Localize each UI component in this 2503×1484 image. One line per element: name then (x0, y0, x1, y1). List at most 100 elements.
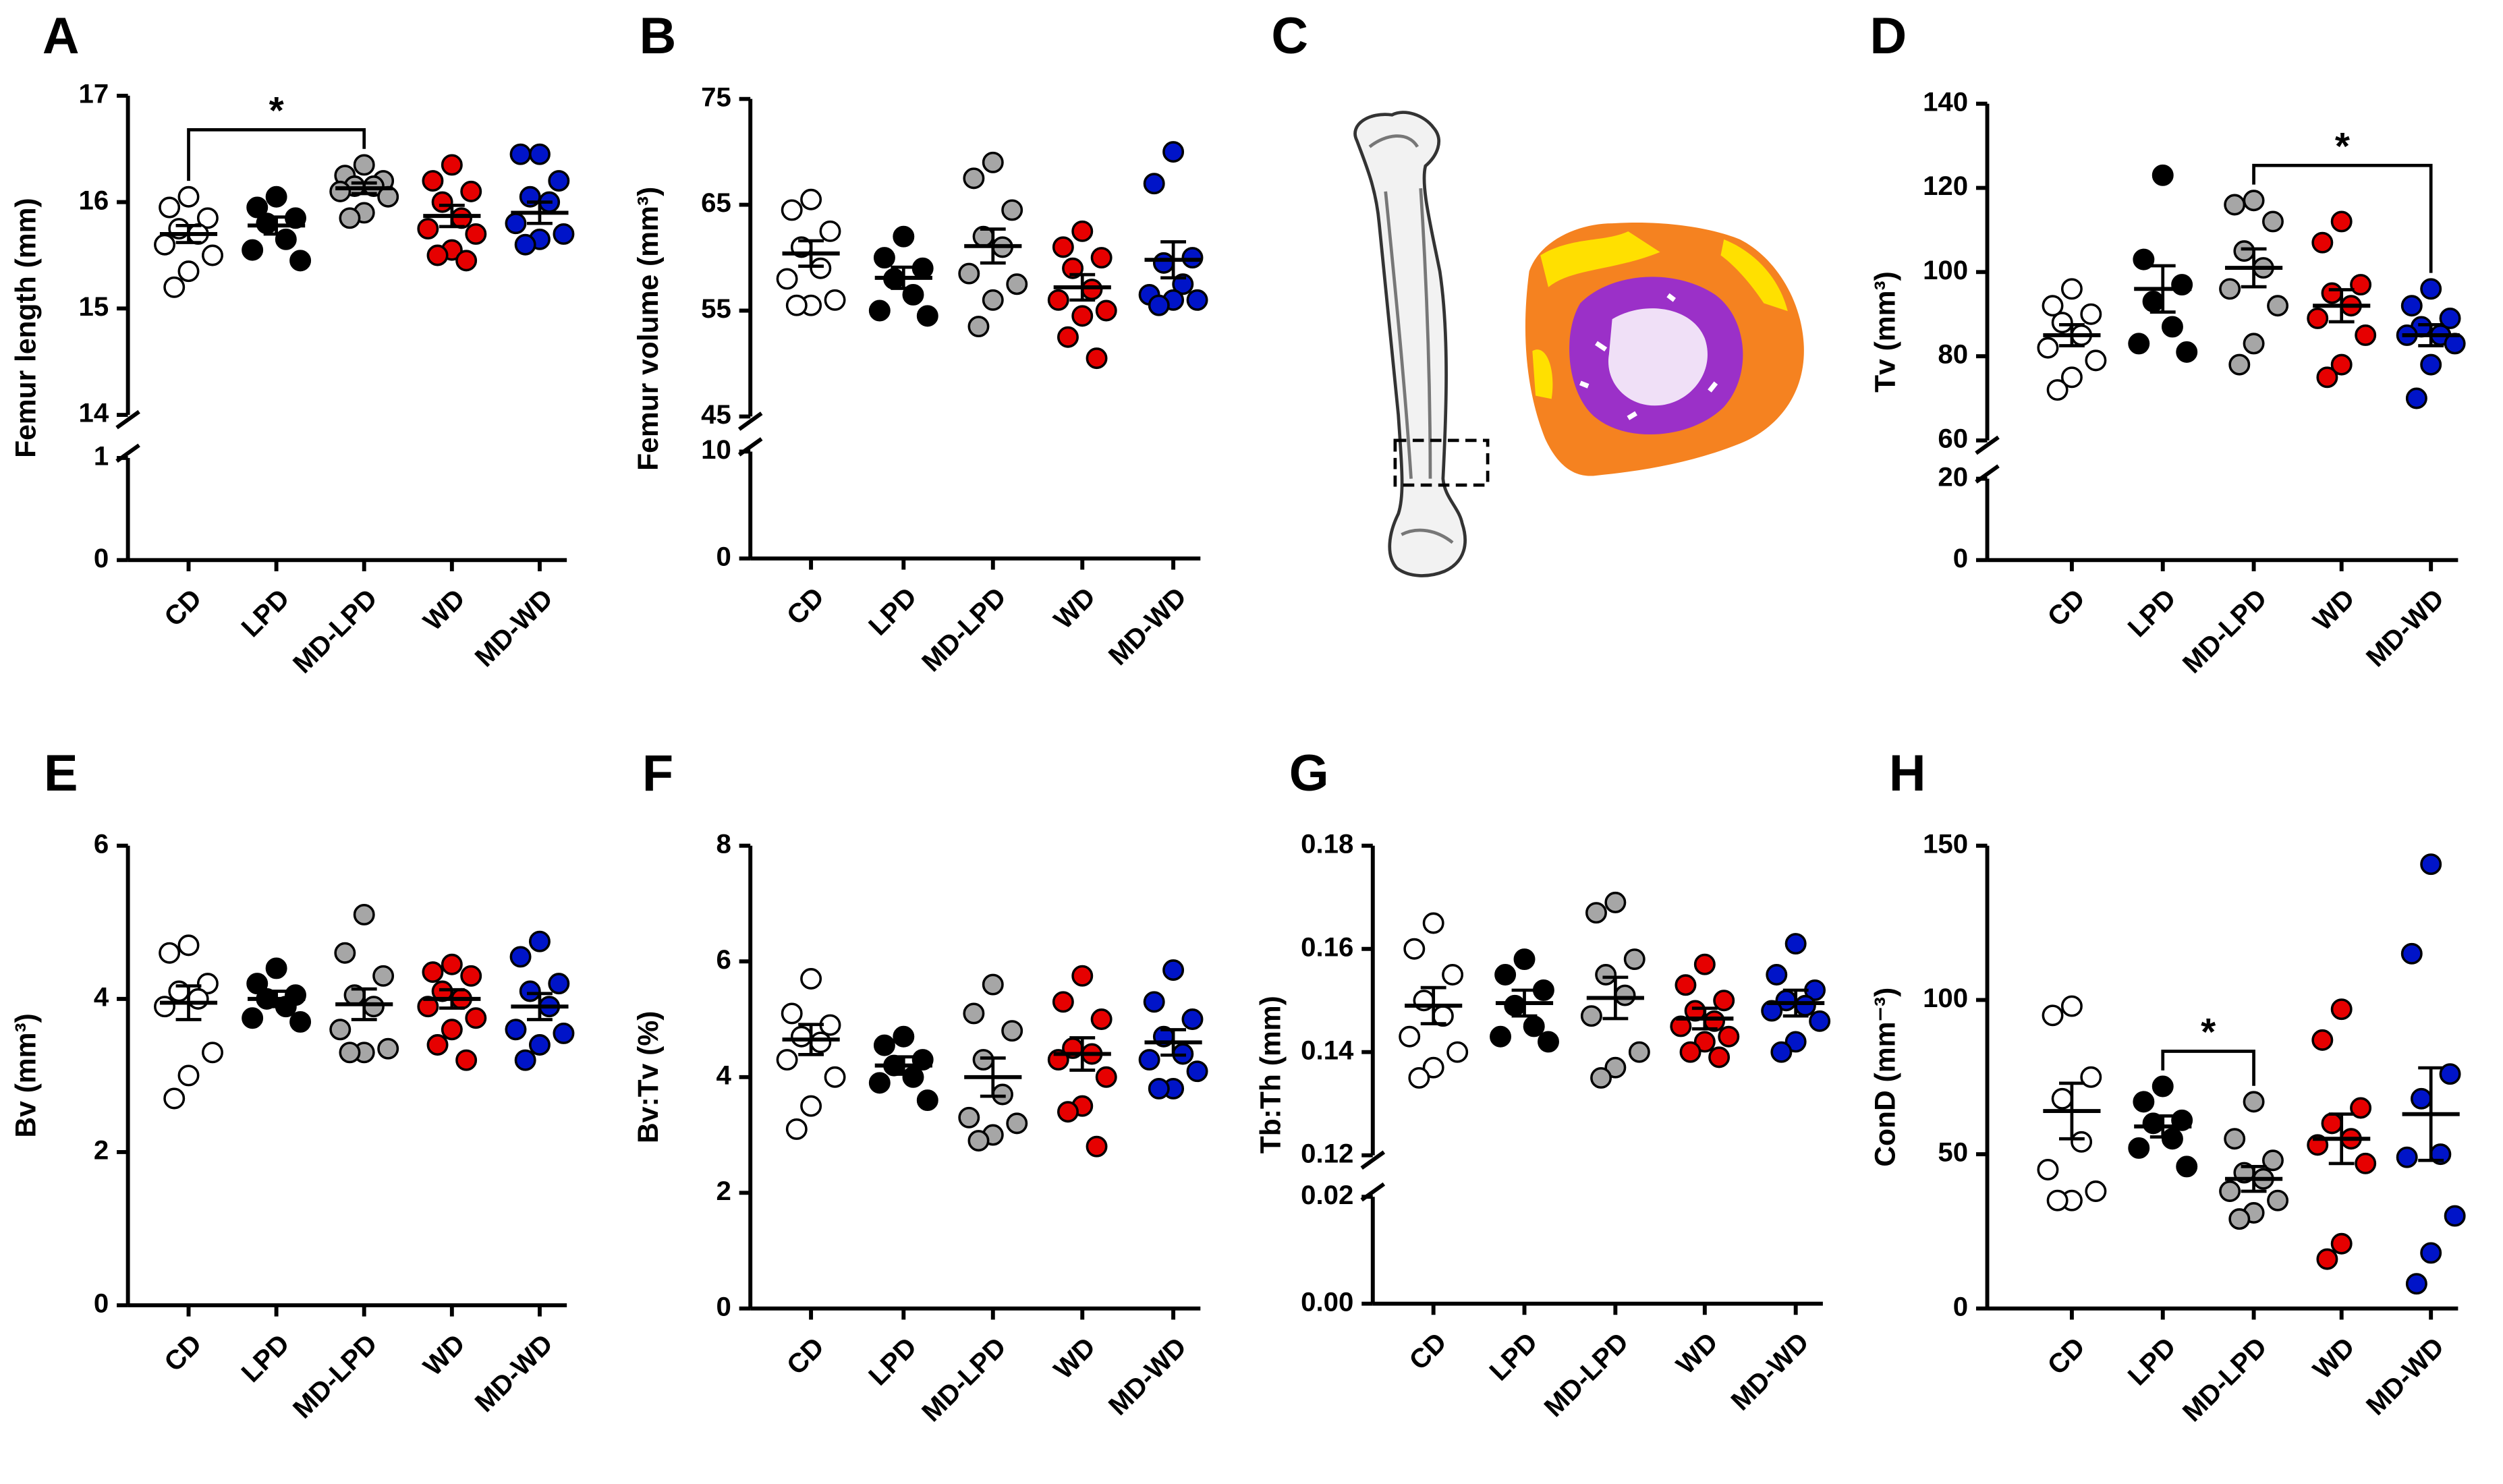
data-point (873, 247, 895, 269)
data-point (958, 1106, 980, 1129)
y-tick-label: 2 (94, 1135, 109, 1166)
data-point (1713, 990, 1735, 1012)
y-axis-label: Bv:Tv (%) (632, 1011, 665, 1143)
data-point (509, 143, 532, 165)
data-point (2316, 366, 2338, 389)
data-point (2350, 274, 2372, 296)
data-point (992, 1083, 1013, 1106)
data-point (2171, 274, 2193, 296)
data-point (2405, 1273, 2427, 1295)
data-point (2085, 1180, 2107, 1202)
data-point (196, 207, 219, 229)
data-point (2267, 295, 2289, 317)
x-tick-label: MD-LPD (287, 583, 383, 679)
y-tick-label: 0.00 (1301, 1286, 1353, 1317)
significance-label: * (2201, 1011, 2216, 1054)
data-point (2420, 1242, 2442, 1264)
data-point (2060, 278, 2083, 300)
panel-letter: B (640, 7, 677, 65)
data-point (1708, 1046, 1731, 1068)
y-tick-label: 8 (716, 828, 731, 859)
data-point (2224, 194, 2246, 216)
data-point (1057, 1101, 1079, 1123)
data-point (431, 191, 453, 213)
x-tick-label: WD (1048, 581, 1101, 635)
y-tick-label: 6 (716, 944, 731, 975)
data-point (1693, 1031, 1716, 1053)
data-point (422, 961, 444, 983)
y-tick-label: 0.02 (1301, 1180, 1353, 1210)
significance-bracket (187, 128, 366, 181)
data-point (2307, 307, 2329, 329)
data-point (1095, 1066, 1117, 1088)
y-tick-label: 0.18 (1301, 828, 1353, 859)
data-point (509, 946, 532, 968)
y-axis-label: Bv (mm³) (9, 1013, 42, 1138)
y-tick-label: 14 (79, 398, 109, 428)
data-point (2037, 1159, 2059, 1180)
y-tick-label: 10 (701, 434, 731, 465)
data-point (177, 260, 200, 283)
data-point (377, 1037, 399, 1060)
data-point (982, 289, 1004, 311)
data-point (2396, 1146, 2418, 1168)
data-point (2420, 353, 2442, 376)
data-point (2161, 1128, 2183, 1150)
data-point (868, 299, 891, 322)
data-point (1001, 1020, 1023, 1042)
data-point (2330, 998, 2353, 1021)
y-tick-label: 17 (79, 79, 109, 109)
data-point (963, 1002, 985, 1025)
data-point (1152, 252, 1175, 274)
y-tick-label: 120 (1923, 171, 1968, 201)
data-point (2152, 1075, 2174, 1097)
y-tick-label: 4 (94, 981, 109, 1012)
significance-bracket (2252, 163, 2433, 273)
data-point (2355, 1152, 2377, 1174)
data-point (2133, 1091, 2155, 1113)
data-point (2046, 379, 2069, 401)
x-tick-label: MD-WD (1102, 1332, 1192, 1421)
data-point (1538, 1031, 1559, 1053)
data-point (441, 953, 463, 975)
data-point (1071, 220, 1094, 242)
data-point (2051, 1087, 2073, 1110)
data-point (154, 996, 175, 1018)
y-tick-label: 65 (701, 188, 731, 218)
data-point (2071, 1131, 2093, 1153)
data-point (1513, 948, 1536, 971)
data-point (781, 1002, 803, 1025)
data-point (893, 225, 915, 248)
x-tick-label: WD (1048, 1332, 1101, 1385)
data-point (2330, 353, 2353, 376)
data-point (2080, 303, 2102, 325)
y-tick-label: 75 (701, 82, 731, 112)
data-point (2243, 1091, 2265, 1113)
y-tick-label: 0 (716, 1291, 731, 1321)
data-point (2243, 333, 2265, 355)
data-point (1138, 1049, 1160, 1071)
data-point (163, 1087, 186, 1110)
data-point (1090, 1008, 1113, 1030)
data-point (353, 903, 375, 925)
data-point (873, 1034, 895, 1056)
data-point (2219, 1180, 2241, 1202)
y-tick-label: 0 (1953, 1291, 1968, 1321)
data-point (1071, 965, 1094, 987)
data-point (289, 1010, 312, 1033)
y-tick-label: 4 (716, 1060, 731, 1090)
data-point (242, 1007, 264, 1029)
data-point (2228, 353, 2251, 376)
data-point (202, 1041, 223, 1064)
y-axis-label: ConD (mm⁻³) (1869, 988, 1901, 1167)
data-point (422, 170, 444, 192)
data-point (2400, 295, 2423, 317)
data-point (1585, 902, 1607, 924)
x-tick-label: MD-WD (2360, 1332, 2450, 1421)
data-point (2311, 231, 2334, 254)
x-tick-label: MD-LPD (916, 581, 1011, 677)
data-point (1162, 141, 1185, 163)
x-tick-label: MD-WD (469, 1328, 559, 1418)
data-point (246, 973, 269, 995)
data-point (1090, 247, 1113, 269)
